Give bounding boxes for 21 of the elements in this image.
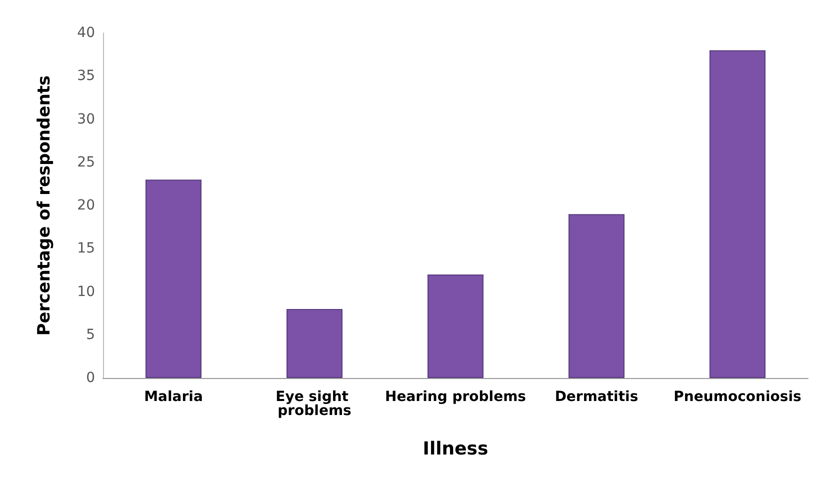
y-tick-label: 0 (86, 370, 95, 386)
y-tick-label: 40 (77, 25, 95, 41)
y-tick-label: 30 (77, 111, 95, 128)
x-tick-label: Malaria (144, 389, 203, 405)
x-tick-label: Hearing problems (384, 389, 526, 405)
bar (710, 50, 766, 378)
x-tick-label: Eye sight problems (276, 389, 354, 419)
y-axis-title: Percentage of respondents (34, 75, 54, 336)
bar (428, 274, 484, 378)
y-tick-label: 20 (77, 198, 95, 214)
bar (146, 180, 202, 378)
y-tick-label: 5 (86, 326, 95, 343)
x-tick-label: Pneumoconiosis (674, 389, 802, 405)
x-axis-title: Illness (422, 438, 488, 460)
y-tick-label: 25 (77, 154, 95, 170)
y-tick-label: 35 (77, 68, 95, 84)
y-tick-label: 10 (77, 284, 95, 300)
y-tick-label: 15 (77, 240, 95, 257)
x-tick-label: Dermatitis (554, 389, 638, 405)
bar (568, 214, 624, 378)
bar (286, 309, 342, 378)
